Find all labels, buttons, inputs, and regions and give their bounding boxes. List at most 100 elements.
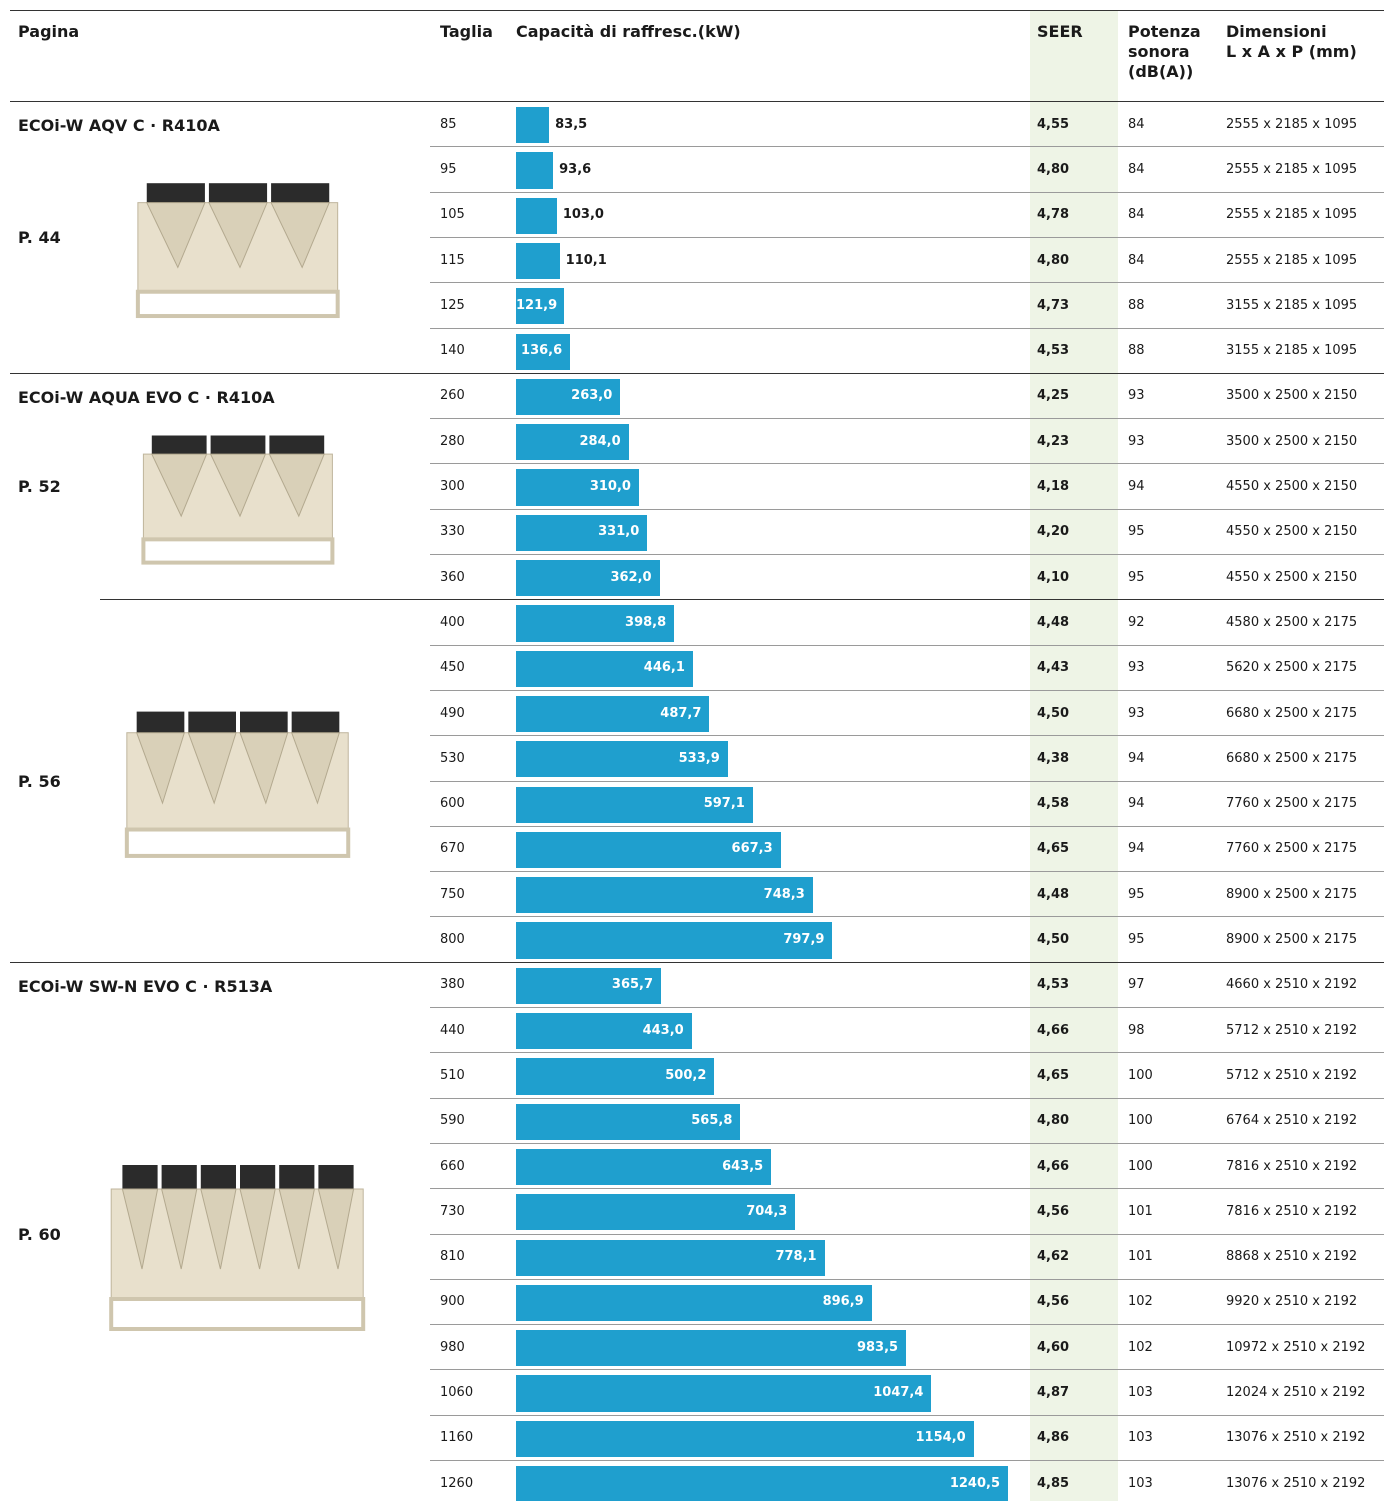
dimensions: 3500 x 2500 x 2150 <box>1226 433 1358 449</box>
sound-power: 100 <box>1128 1113 1153 1129</box>
seer: 4,53 <box>1037 977 1070 993</box>
size: 750 <box>440 886 465 902</box>
bar <box>516 967 662 1004</box>
bar-label: 1154,0 <box>915 1430 966 1446</box>
bar-label: 362,0 <box>610 569 652 585</box>
column-header: L x A x P (mm) <box>1226 42 1357 61</box>
size: 115 <box>440 252 465 268</box>
bar <box>516 378 621 416</box>
group-name: ECOi-W SW-N EVO C · R513A <box>18 976 273 996</box>
bar-label: 704,3 <box>746 1203 788 1219</box>
seer: 4,65 <box>1037 841 1070 857</box>
sound-power: 95 <box>1128 569 1145 585</box>
dimensions: 2555 x 2185 x 1095 <box>1226 252 1358 268</box>
bar <box>516 1375 932 1412</box>
bar-label: 121,9 <box>516 297 558 313</box>
sound-power: 84 <box>1128 252 1145 268</box>
seer: 4,73 <box>1037 297 1070 313</box>
rule <box>430 1233 1384 1235</box>
seer: 4,62 <box>1037 1249 1070 1265</box>
dimensions: 5620 x 2500 x 2175 <box>1226 660 1358 676</box>
seer: 4,23 <box>1037 433 1070 449</box>
bar <box>516 197 557 234</box>
bar <box>516 1420 974 1457</box>
bar-label: 533,9 <box>678 750 720 766</box>
sound-power: 98 <box>1128 1022 1145 1038</box>
rule <box>430 282 1384 284</box>
size: 510 <box>440 1067 465 1083</box>
column-header: SEER <box>1037 22 1083 41</box>
bar-label: 487,7 <box>660 705 702 721</box>
bar-label: 500,2 <box>665 1067 707 1083</box>
rule <box>430 191 1384 193</box>
dimensions: 7816 x 2510 x 2192 <box>1226 1158 1358 1174</box>
bar <box>516 288 565 325</box>
sound-power: 88 <box>1128 343 1145 359</box>
sound-power: 102 <box>1128 1294 1153 1310</box>
bar <box>516 424 629 461</box>
size: 85 <box>440 116 457 132</box>
rule <box>430 554 1384 555</box>
seer: 4,38 <box>1037 750 1070 766</box>
size: 360 <box>440 569 465 585</box>
sound-power: 92 <box>1128 614 1145 630</box>
bar-label: 93,6 <box>559 161 592 177</box>
rule <box>430 1188 1384 1190</box>
dimensions: 6680 x 2500 x 2175 <box>1226 705 1358 721</box>
bar <box>516 242 560 280</box>
size: 900 <box>440 1294 465 1310</box>
rule <box>430 689 1384 691</box>
seer: 4,10 <box>1037 569 1070 585</box>
bar <box>516 1148 772 1186</box>
size: 530 <box>440 750 465 766</box>
seer: 4,86 <box>1037 1430 1070 1446</box>
seer-column-bg <box>1030 10 1118 1501</box>
size: 125 <box>440 297 465 313</box>
group-name: ECOi-W AQV C · R410A <box>18 116 220 135</box>
bar <box>516 1013 692 1050</box>
sound-power: 94 <box>1128 841 1145 857</box>
sound-power: 93 <box>1128 705 1145 721</box>
rule <box>430 1052 1384 1054</box>
column-header: Potenza <box>1128 22 1201 41</box>
seer: 4,53 <box>1037 343 1070 359</box>
bar <box>516 1058 715 1095</box>
page-ref: P. 44 <box>18 227 61 247</box>
dimensions: 12024 x 2510 x 2192 <box>1226 1385 1366 1401</box>
bar-label: 398,8 <box>625 614 667 630</box>
dimensions: 2555 x 2185 x 1095 <box>1226 207 1358 223</box>
rule <box>430 1278 1384 1280</box>
bar-label: 797,9 <box>783 932 825 948</box>
bar <box>516 514 648 551</box>
bar <box>516 107 550 144</box>
size: 105 <box>440 207 465 223</box>
bar-label: 365,7 <box>611 977 654 993</box>
page-ref: P. 56 <box>18 771 61 791</box>
size: 380 <box>440 977 465 993</box>
product-image <box>141 435 335 565</box>
seer: 4,25 <box>1037 388 1070 404</box>
sound-power: 100 <box>1128 1158 1153 1174</box>
size: 600 <box>440 796 465 812</box>
rule <box>430 825 1384 827</box>
rule <box>430 1142 1384 1144</box>
bar-label: 896,9 <box>822 1294 864 1310</box>
size: 330 <box>440 524 465 540</box>
rule <box>430 871 1384 873</box>
sound-power: 93 <box>1128 433 1145 449</box>
bar <box>516 605 675 642</box>
seer: 4,87 <box>1037 1385 1070 1401</box>
bar <box>516 560 660 597</box>
sound-power: 84 <box>1128 161 1145 177</box>
seer: 4,78 <box>1037 207 1070 223</box>
rule <box>100 599 1384 601</box>
bar <box>516 831 781 869</box>
size: 1060 <box>440 1385 474 1401</box>
dimensions: 6764 x 2510 x 2192 <box>1226 1113 1358 1129</box>
sound-power: 103 <box>1128 1475 1153 1491</box>
size: 260 <box>440 388 465 404</box>
seer: 4,85 <box>1037 1475 1070 1491</box>
sound-power: 97 <box>1128 977 1145 993</box>
size: 280 <box>440 433 465 449</box>
